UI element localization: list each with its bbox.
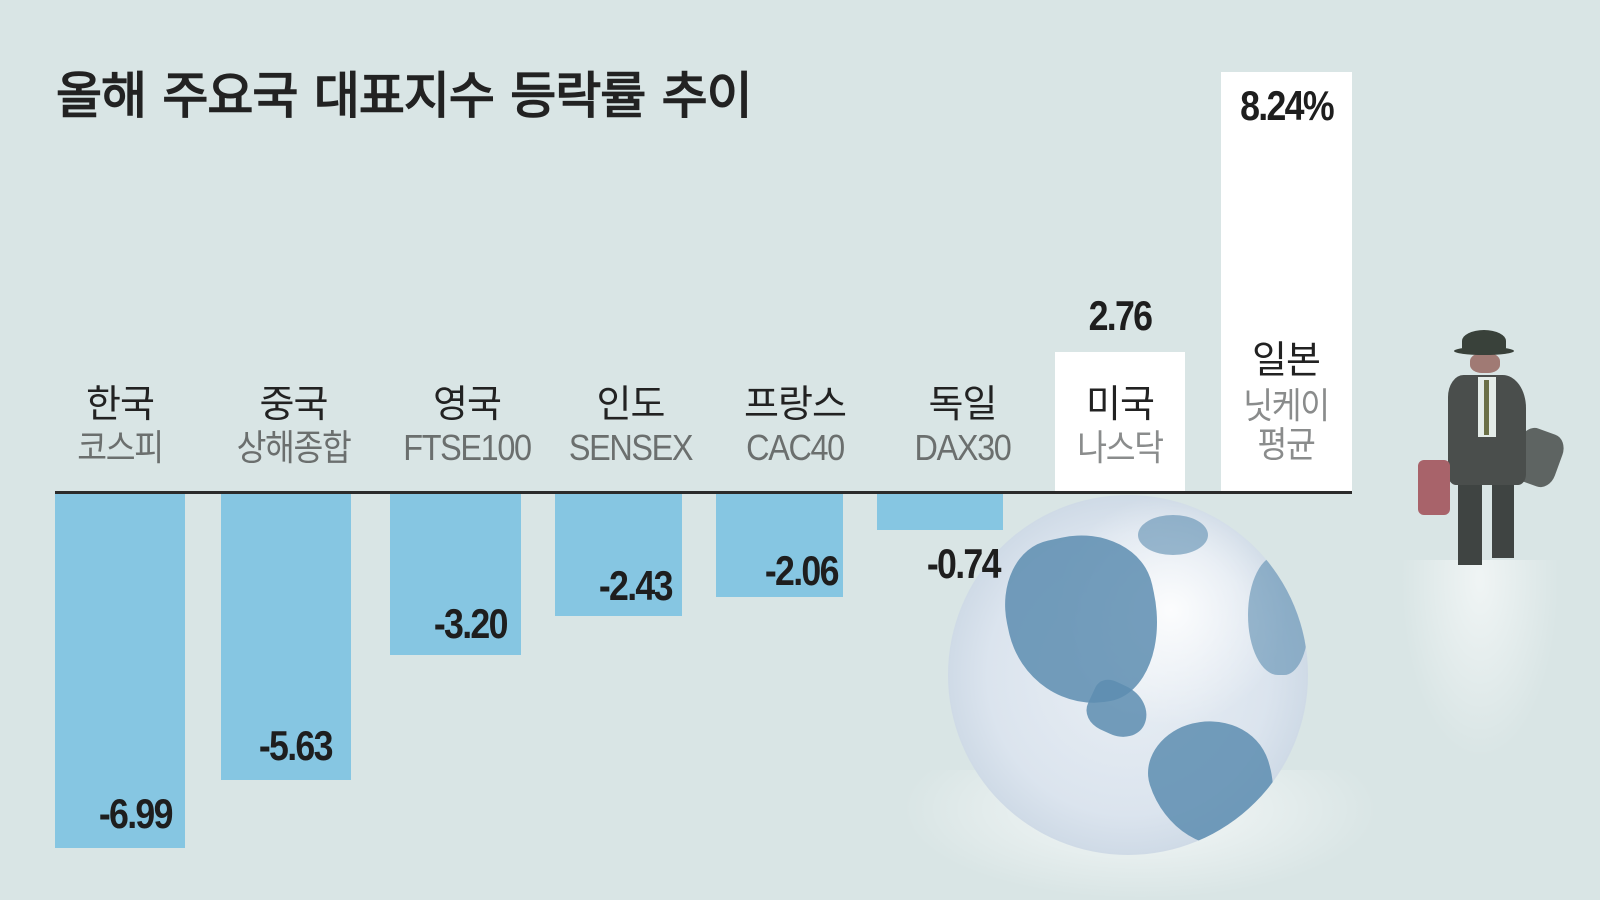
country-name: 독일	[928, 382, 998, 426]
value-france: -2.06	[765, 547, 840, 594]
label-usa: 미국 나스닥	[1050, 380, 1190, 468]
globe-land-north-america	[991, 521, 1175, 719]
value-china: -5.63	[259, 722, 334, 769]
index-name: CAC40	[746, 427, 845, 468]
bar-india	[555, 494, 682, 616]
index-name: 상해종합	[236, 427, 352, 468]
chart-title: 올해 주요국 대표지수 등락률 추이	[56, 67, 753, 125]
index-name: SENSEX	[568, 427, 694, 468]
label-germany: 독일 DAX30	[890, 380, 1035, 468]
label-france: 프랑스 CAC40	[725, 380, 865, 468]
value-japan: 8.24%	[1240, 82, 1334, 129]
businessman-figurine	[1418, 325, 1569, 565]
country-name: 일본	[1252, 338, 1321, 382]
index-name: 나스닥	[1077, 427, 1164, 468]
bar-japan	[1221, 72, 1352, 492]
bar-germany	[877, 494, 1003, 530]
country-name: 미국	[1086, 382, 1155, 426]
figurine-tie	[1484, 380, 1489, 435]
index-name-line2: 평균	[1257, 424, 1316, 465]
label-japan: 일본 닛케이 평균	[1216, 336, 1356, 465]
globe-land-greenland	[1138, 515, 1208, 555]
value-germany: -0.74	[927, 540, 1002, 587]
bar-usa	[1055, 352, 1185, 492]
label-uk: 영국 FTSE100	[392, 380, 542, 468]
globe-illustration	[948, 495, 1308, 855]
figurine-hat	[1462, 330, 1506, 352]
figurine-leg	[1492, 480, 1514, 558]
label-china: 중국 상해종합	[221, 380, 366, 468]
value-usa: 2.76	[1088, 292, 1153, 339]
globe-land-europe-africa	[1248, 555, 1308, 675]
country-name: 프랑스	[744, 382, 847, 426]
value-korea: -6.99	[99, 790, 174, 837]
value-india: -2.43	[599, 562, 674, 609]
index-name-line1: 닛케이	[1243, 385, 1330, 426]
label-india: 인도 SENSEX	[558, 380, 703, 468]
figurine-leg	[1458, 480, 1482, 565]
bar-uk	[390, 494, 521, 655]
index-name: DAX30	[914, 427, 1012, 468]
country-name: 한국	[86, 382, 155, 426]
figurine-head	[1470, 353, 1500, 373]
bar-china	[221, 494, 351, 780]
country-name: 중국	[259, 382, 329, 426]
country-name: 영국	[433, 382, 502, 426]
index-name: FTSE100	[403, 427, 532, 468]
value-uk: -3.20	[434, 600, 509, 647]
country-name: 인도	[596, 382, 666, 426]
figurine-reflection	[1400, 560, 1560, 760]
bar-korea	[55, 494, 185, 848]
bar-france	[716, 494, 843, 597]
zero-baseline	[55, 491, 1352, 494]
figurine-briefcase	[1418, 460, 1450, 515]
index-name: 코스피	[77, 427, 164, 468]
label-korea: 한국 코스피	[50, 380, 190, 468]
